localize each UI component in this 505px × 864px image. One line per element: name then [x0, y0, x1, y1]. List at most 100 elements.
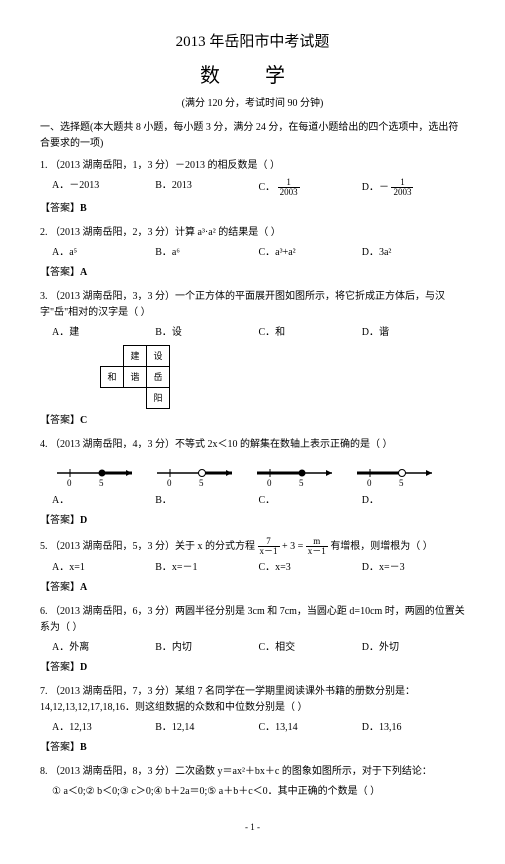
q3-options: A．建 B．设 C．和 D．谐	[52, 325, 465, 341]
numline-a: 0 5	[52, 461, 142, 489]
q4-answer: 【答案】D	[40, 513, 465, 529]
q7-opt-d: D．13,16	[362, 720, 465, 736]
net-cell: 和	[101, 367, 124, 388]
ans-label: 【答案】	[40, 742, 80, 753]
q1-opt-c: C． 1 2003	[259, 178, 362, 197]
numline-c: 0 5	[252, 461, 342, 489]
net-cell: 设	[147, 346, 170, 367]
fraction: 1 2003	[391, 178, 413, 197]
q4-options: A． B． C． D．	[52, 493, 465, 509]
svg-text:5: 5	[199, 478, 204, 488]
q4-opt-d: D．	[362, 493, 465, 509]
q5-opt-d: D．x=－3	[362, 560, 465, 576]
q5-opt-b: B．x=－1	[155, 560, 258, 576]
q2-opt-c: C．a³+a²	[259, 245, 362, 261]
ans-value: D	[80, 662, 87, 673]
q6-opt-b: B．内切	[155, 640, 258, 656]
frac-den: x－1	[258, 547, 280, 556]
q7-opt-a: A．12,13	[52, 720, 155, 736]
q5-opt-c: C．x=3	[259, 560, 362, 576]
subject-title: 数 学	[40, 60, 465, 92]
number-line-figures: 0 5 0 5 0 5 0 5	[52, 461, 465, 489]
ans-value: C	[80, 415, 87, 426]
q1-options: A．－2013 B．2013 C． 1 2003 D．－ 1 2003	[52, 178, 465, 197]
q6-answer: 【答案】D	[40, 660, 465, 676]
q5-stem-suffix: 有增根，则增根为（ ）	[330, 541, 433, 552]
q3-opt-d: D．谐	[362, 325, 465, 341]
ans-label: 【答案】	[40, 582, 80, 593]
q1-optc-prefix: C．	[259, 182, 276, 193]
question-7: 7. （2013 湖南岳阳，7，3 分）某组 7 名同学在一学期里阅读课外书籍的…	[40, 684, 465, 716]
page-number: - 1 -	[40, 820, 465, 834]
net-cell: 建	[124, 346, 147, 367]
q1-opt-b: B．2013	[155, 178, 258, 197]
frac-den: x－1	[306, 547, 328, 556]
net-cell: 谐	[124, 367, 147, 388]
q2-opt-b: B．a⁶	[155, 245, 258, 261]
q5-stem-mid: + 3 =	[282, 541, 306, 552]
ans-label: 【答案】	[40, 662, 80, 673]
question-5: 5. （2013 湖南岳阳，5，3 分）关于 x 的分式方程 7 x－1 + 3…	[40, 537, 465, 556]
q2-options: A．a⁵ B．a⁶ C．a³+a² D．3a²	[52, 245, 465, 261]
q3-opt-a: A．建	[52, 325, 155, 341]
svg-text:0: 0	[167, 478, 172, 488]
q4-opt-a: A．	[52, 493, 155, 509]
ans-label: 【答案】	[40, 267, 80, 278]
q1-opt-d: D．－ 1 2003	[362, 178, 465, 197]
svg-text:0: 0	[267, 478, 272, 488]
frac-den: 2003	[391, 188, 413, 197]
exam-info: (满分 120 分，考试时间 90 分钟)	[40, 96, 465, 112]
q7-opt-c: C．13,14	[259, 720, 362, 736]
q1-answer: 【答案】B	[40, 201, 465, 217]
numline-d: 0 5	[352, 461, 442, 489]
ans-label: 【答案】	[40, 515, 80, 526]
q5-stem-prefix: 5. （2013 湖南岳阳，5，3 分）关于 x 的分式方程	[40, 541, 258, 552]
q1-opt-a: A．－2013	[52, 178, 155, 197]
svg-text:5: 5	[399, 478, 404, 488]
q3-opt-b: B．设	[155, 325, 258, 341]
question-8-line2: ① a＜0;② b＜0;③ c＞0;④ b＋2a＝0;⑤ a＋b＋c＜0．其中正…	[52, 784, 465, 800]
q5-options: A．x=1 B．x=－1 C．x=3 D．x=－3	[52, 560, 465, 576]
cube-net: 建 设 和 谐 岳 阳	[100, 345, 193, 409]
q7-answer: 【答案】B	[40, 740, 465, 756]
frac-den: 2003	[278, 188, 300, 197]
svg-text:0: 0	[367, 478, 372, 488]
fraction: m x－1	[306, 537, 328, 556]
net-cell: 阳	[147, 388, 170, 409]
numline-b: 0 5	[152, 461, 242, 489]
net-cell: 岳	[147, 367, 170, 388]
question-2: 2. （2013 湖南岳阳，2，3 分）计算 a³·a² 的结果是（ ）	[40, 225, 465, 241]
ans-value: A	[80, 582, 87, 593]
question-8: 8. （2013 湖南岳阳，8，3 分）二次函数 y＝ax²＋bx＋c 的图象如…	[40, 764, 465, 780]
q7-opt-b: B．12,14	[155, 720, 258, 736]
q4-opt-b: B．	[155, 493, 258, 509]
question-3: 3. （2013 湖南岳阳，3，3 分）一个正方体的平面展开图如图所示，将它折成…	[40, 289, 465, 321]
q2-opt-d: D．3a²	[362, 245, 465, 261]
q7-options: A．12,13 B．12,14 C．13,14 D．13,16	[52, 720, 465, 736]
ans-label: 【答案】	[40, 203, 80, 214]
question-6: 6. （2013 湖南岳阳，6，3 分）两圆半径分别是 3cm 和 7cm，当圆…	[40, 604, 465, 636]
question-4: 4. （2013 湖南岳阳，4，3 分）不等式 2x＜10 的解集在数轴上表示正…	[40, 437, 465, 453]
q6-options: A．外离 B．内切 C．相交 D．外切	[52, 640, 465, 656]
q3-opt-c: C．和	[259, 325, 362, 341]
q3-answer: 【答案】C	[40, 413, 465, 429]
ans-value: D	[80, 515, 87, 526]
q6-opt-a: A．外离	[52, 640, 155, 656]
q6-opt-d: D．外切	[362, 640, 465, 656]
q6-opt-c: C．相交	[259, 640, 362, 656]
q4-opt-c: C．	[259, 493, 362, 509]
q5-opt-a: A．x=1	[52, 560, 155, 576]
main-title: 2013 年岳阳市中考试题	[40, 30, 465, 54]
q2-opt-a: A．a⁵	[52, 245, 155, 261]
q5-answer: 【答案】A	[40, 580, 465, 596]
q1-optd-prefix: D．－	[362, 182, 389, 193]
question-1: 1. （2013 湖南岳阳，1，3 分）－2013 的相反数是（ ）	[40, 158, 465, 174]
ans-value: A	[80, 267, 87, 278]
svg-text:5: 5	[299, 478, 304, 488]
ans-value: B	[80, 203, 87, 214]
ans-label: 【答案】	[40, 415, 80, 426]
ans-value: B	[80, 742, 87, 753]
svg-text:5: 5	[99, 478, 104, 488]
svg-text:0: 0	[67, 478, 72, 488]
fraction: 1 2003	[278, 178, 300, 197]
